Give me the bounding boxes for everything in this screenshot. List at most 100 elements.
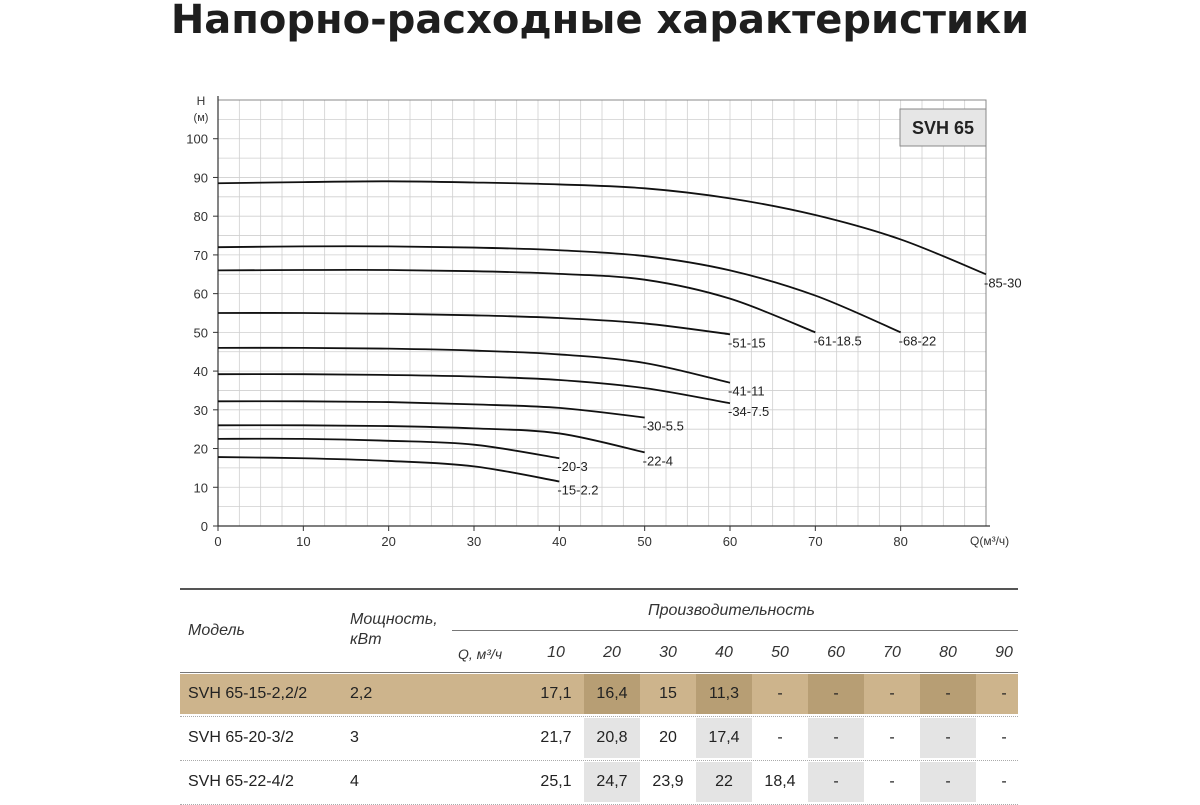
value-cell: 16,4 <box>584 674 640 714</box>
chart-grid <box>217 99 987 527</box>
curve-label: -51-15 <box>728 335 766 350</box>
x-tick-label: 40 <box>552 534 566 549</box>
model-cell: SVH 65-22-4/2 <box>188 773 294 790</box>
y-tick-label: 60 <box>194 287 208 302</box>
x-axis-label: Q(м³/ч) <box>970 534 1009 548</box>
value-cell: - <box>1001 773 1007 790</box>
value-cell: 20 <box>659 729 677 746</box>
row-rule <box>180 716 1018 717</box>
value-cell: - <box>808 762 864 802</box>
curve-line <box>217 437 560 460</box>
page-title: Напорно-расходные характеристики <box>170 0 1030 43</box>
q-header-value: 10 <box>547 644 565 661</box>
q-header-value: 30 <box>659 644 677 661</box>
power-cell: 2,2 <box>350 685 373 702</box>
x-tick-label: 20 <box>381 534 395 549</box>
y-tick-label: 40 <box>194 364 208 379</box>
value-cell: - <box>1001 685 1007 702</box>
q-header-value: 80 <box>939 644 957 661</box>
y-axis-label: H <box>197 94 206 108</box>
y-axis-unit: (м) <box>194 112 209 124</box>
value-cell: 24,7 <box>584 762 640 802</box>
value-cell: - <box>889 685 895 702</box>
value-cell: - <box>777 729 783 746</box>
curve-label: -20-3 <box>557 459 587 474</box>
model-badge: SVH 65 <box>899 108 987 147</box>
curve-line <box>217 456 560 483</box>
chart-curves <box>217 180 987 483</box>
model-badge-text: SVH 65 <box>912 118 974 138</box>
value-cell: 11,3 <box>696 674 752 714</box>
col-header-model: Модель <box>188 622 245 639</box>
curve-label: -85-30 <box>984 275 1022 290</box>
q-header-value: 50 <box>771 644 789 661</box>
chart-axes: 0 10 20 30 40 50 60 70 80 0 10 20 30 40 50 60 70 80 90 100 <box>186 96 990 549</box>
curve-line <box>217 180 987 276</box>
curve-line <box>217 400 645 419</box>
value-cell: 15 <box>659 685 677 702</box>
curve-line <box>217 245 902 334</box>
y-tick-label: 20 <box>194 442 208 457</box>
model-cell: SVH 65-20-3/2 <box>188 729 294 746</box>
value-cell: 22 <box>696 762 752 802</box>
x-tick-label: 30 <box>467 534 481 549</box>
value-cell: - <box>920 718 976 758</box>
y-tick-label: 10 <box>194 480 208 495</box>
y-tick-label: 0 <box>201 519 208 534</box>
head-flow-chart: 0 10 20 30 40 50 60 70 800102030405060708090100 … <box>186 94 1021 549</box>
curve-label: -15-2.2 <box>557 482 598 497</box>
q-header-value: 20 <box>603 644 621 661</box>
curve-label: -68-22 <box>899 333 937 348</box>
col-header-power: Мощность, кВт <box>350 611 438 648</box>
value-cell: 21,7 <box>540 729 572 746</box>
x-tick-label: 80 <box>893 534 907 549</box>
curve-line <box>217 373 731 405</box>
q-header-value: 70 <box>883 644 901 661</box>
y-tick-label: 50 <box>194 325 208 340</box>
table-row: SVH 65-15-2,2/2 2,2 17,1 16,4 15 11,3 - - - - - <box>180 674 1018 714</box>
value-cell: - <box>920 762 976 802</box>
curve-line <box>217 424 645 454</box>
x-tick-label: 60 <box>723 534 737 549</box>
chart-labels: -85-30 -68-22 -61-18.5 -51-15 -41-11 -34-7.5 -… <box>557 275 1021 497</box>
q-header-value: 40 <box>715 644 733 661</box>
y-tick-label: 30 <box>194 403 208 418</box>
y-tick-label: 80 <box>194 209 208 224</box>
value-cell: 20,8 <box>584 718 640 758</box>
curve-label: -34-7.5 <box>728 404 769 419</box>
row-rule <box>180 760 1018 761</box>
value-cell: - <box>920 674 976 714</box>
table-row: SVH 65-22-4/2 4 25,1 24,7 23,9 22 18,4- - - - <box>180 762 1018 802</box>
value-cell: 23,9 <box>652 773 684 790</box>
curve-label: -22-4 <box>643 453 673 468</box>
x-tick-label: 70 <box>808 534 822 549</box>
value-cell: - <box>1001 729 1007 746</box>
q-header-value: 60 <box>827 644 845 661</box>
y-tick-label: 70 <box>194 248 208 263</box>
power-cell: 4 <box>350 773 359 790</box>
y-tick-label: 90 <box>194 170 208 185</box>
value-cell: 18,4 <box>764 773 796 790</box>
value-cell: - <box>808 674 864 714</box>
value-cell: - <box>777 685 783 702</box>
perf-header-rule <box>452 630 1018 631</box>
q-label: Q, м³/ч <box>458 646 503 662</box>
value-cell: 17,1 <box>540 685 572 702</box>
table-top-rule <box>180 588 1018 590</box>
x-tick-label: 50 <box>637 534 651 549</box>
curve-label: -61-18.5 <box>813 333 861 348</box>
q-header-value: 90 <box>995 644 1013 661</box>
table-row: SVH 65-20-3/2 3 21,7 20,8 20 17,4 - - - - - <box>180 718 1018 758</box>
curve-label: -30-5.5 <box>643 419 684 434</box>
value-cell: 17,4 <box>696 718 752 758</box>
power-cell: 3 <box>350 729 359 746</box>
value-cell: - <box>889 773 895 790</box>
value-cell: - <box>808 718 864 758</box>
x-tick-label: 10 <box>296 534 310 549</box>
model-cell: SVH 65-15-2,2/2 <box>188 685 308 702</box>
curve-label: -41-11 <box>728 384 765 399</box>
col-header-performance: Производительность <box>648 602 815 619</box>
y-tick-label: 100 <box>186 132 208 147</box>
curve-line <box>217 346 731 384</box>
value-cell: 25,1 <box>540 773 572 790</box>
